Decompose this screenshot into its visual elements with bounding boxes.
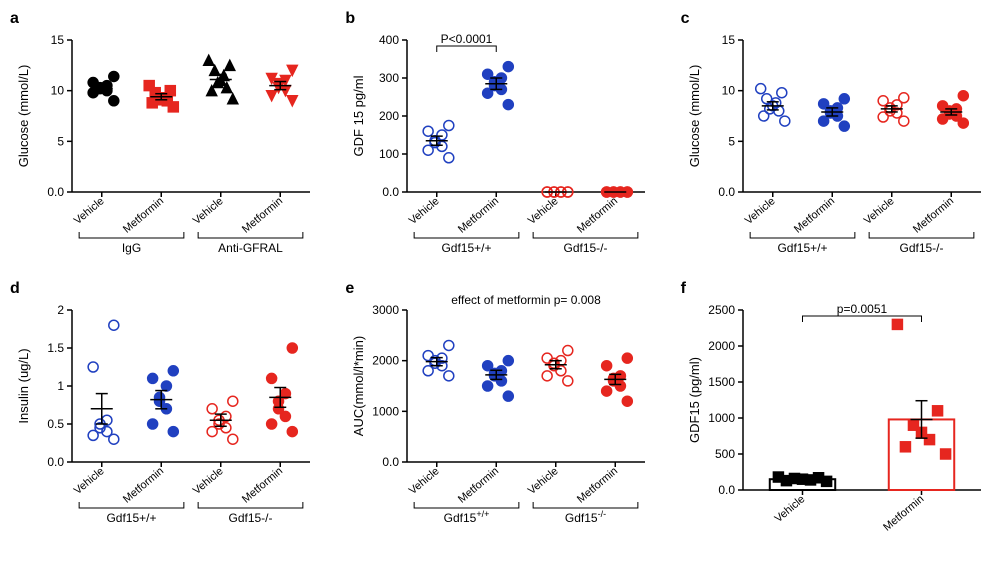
panel-f-svg: 0.0 500 1000 1500 2000 2500 GDF15 (pg/ml) Vehic… <box>681 280 991 540</box>
svg-text:Gdf15-/-: Gdf15-/- <box>564 241 608 255</box>
panel-b-label: b <box>345 10 355 28</box>
svg-text:Gdf15+/+: Gdf15+/+ <box>444 509 490 525</box>
svg-text:effect of metformin p= 0.008: effect of metformin p= 0.008 <box>452 293 602 307</box>
svg-text:Vehicle: Vehicle <box>72 465 107 497</box>
svg-text:0.0: 0.0 <box>47 185 64 199</box>
panel-b: b 0.0 100 200 300 400 GDF 15 pg/ml Vehicle Metf… <box>345 10 660 270</box>
svg-text:Metformin: Metformin <box>456 465 501 506</box>
svg-text:2000: 2000 <box>373 354 400 368</box>
panel-e-label: e <box>345 280 354 298</box>
panel-e-svg: 0.0 1000 2000 3000 AUC(mmol/l*min) Vehicle Met… <box>345 280 655 540</box>
svg-text:Metformin: Metformin <box>881 493 926 534</box>
svg-text:10: 10 <box>51 84 65 98</box>
svg-text:p=0.0051: p=0.0051 <box>836 302 887 316</box>
svg-text:400: 400 <box>379 33 399 47</box>
svg-text:500: 500 <box>715 447 735 461</box>
figure-grid: a 0.051015Glucose (mmol/L)VehicleMetform… <box>10 10 996 540</box>
svg-text:Vehicle: Vehicle <box>191 465 226 497</box>
svg-text:2000: 2000 <box>708 339 735 353</box>
svg-text:Gdf15+/+: Gdf15+/+ <box>442 241 492 255</box>
panel-d-label: d <box>10 280 20 298</box>
svg-text:1000: 1000 <box>373 404 400 418</box>
svg-text:Vehicle: Vehicle <box>742 195 777 227</box>
svg-text:0.0: 0.0 <box>383 455 400 469</box>
svg-text:Vehicle: Vehicle <box>72 195 107 227</box>
svg-text:0.5: 0.5 <box>47 417 64 431</box>
svg-text:Gdf15-/-: Gdf15-/- <box>565 509 606 525</box>
svg-text:0.0: 0.0 <box>718 185 735 199</box>
svg-text:Vehicle: Vehicle <box>407 465 442 497</box>
svg-text:GDF15 (pg/ml): GDF15 (pg/ml) <box>687 357 702 443</box>
panel-a: a 0.0 5 10 15 Glucose (mmol/L) Vehicle Metform… <box>10 10 325 270</box>
panel-c: c 0.0 5 10 15 Glucose (mmol/L) Vehicle Metform… <box>681 10 996 270</box>
svg-text:0.0: 0.0 <box>47 455 64 469</box>
svg-text:Metformin: Metformin <box>121 195 166 236</box>
panel-c-svg: 0.0 5 10 15 Glucose (mmol/L) Vehicle Metformin… <box>681 10 991 270</box>
svg-text:1.5: 1.5 <box>47 341 64 355</box>
panel-d-svg: 0.0 0.5 1 1.5 2 Insulin (ug/L) Vehicle Metformi… <box>10 280 320 540</box>
svg-text:Metformin: Metformin <box>575 465 620 506</box>
svg-text:Vehicle: Vehicle <box>526 465 561 497</box>
svg-text:Gdf15-/-: Gdf15-/- <box>899 241 943 255</box>
svg-text:15: 15 <box>51 33 65 47</box>
svg-text:Insulin (ug/L): Insulin (ug/L) <box>16 348 31 423</box>
svg-text:1000: 1000 <box>708 411 735 425</box>
panel-e: e 0.0 1000 2000 3000 AUC(mmol/l*min) Vehicle M… <box>345 280 660 540</box>
svg-text:Metformin: Metformin <box>456 195 501 236</box>
svg-text:Metformin: Metformin <box>240 465 285 506</box>
svg-text:Metformin: Metformin <box>575 195 620 236</box>
svg-text:IgG: IgG <box>122 241 141 255</box>
svg-text:200: 200 <box>379 109 399 123</box>
svg-text:Glucose (mmol/L): Glucose (mmol/L) <box>687 65 702 168</box>
svg-text:2: 2 <box>57 303 64 317</box>
svg-text:Vehicle: Vehicle <box>191 195 226 227</box>
svg-text:2500: 2500 <box>708 303 735 317</box>
svg-text:Glucose (mmol/L): Glucose (mmol/L) <box>16 65 31 168</box>
svg-text:100: 100 <box>379 147 399 161</box>
svg-text:5: 5 <box>57 134 64 148</box>
svg-text:Vehicle: Vehicle <box>772 493 807 525</box>
svg-text:1500: 1500 <box>708 375 735 389</box>
svg-text:0.0: 0.0 <box>383 185 400 199</box>
panel-a-svg: 0.0 5 10 15 Glucose (mmol/L) Vehicle Metformin… <box>10 10 320 270</box>
svg-text:Vehicle: Vehicle <box>407 195 442 227</box>
svg-text:3000: 3000 <box>373 303 400 317</box>
svg-text:Metformin: Metformin <box>240 195 285 236</box>
panel-b-svg: 0.0 100 200 300 400 GDF 15 pg/ml Vehicle Metfor… <box>345 10 655 270</box>
svg-text:Gdf15-/-: Gdf15-/- <box>228 511 272 525</box>
svg-text:Vehicle: Vehicle <box>526 195 561 227</box>
panel-f-label: f <box>681 280 686 298</box>
panel-f: f 0.0 500 1000 1500 2000 2500 GDF15 (pg/ml) Veh… <box>681 280 996 540</box>
svg-text:Vehicle: Vehicle <box>861 195 896 227</box>
svg-text:Metformin: Metformin <box>792 195 837 236</box>
svg-text:GDF 15 pg/ml: GDF 15 pg/ml <box>351 75 366 156</box>
panel-d: d 0.0 0.5 1 1.5 2 Insulin (ug/L) Vehicle Metfor… <box>10 280 325 540</box>
svg-text:Anti-GFRAL: Anti-GFRAL <box>218 241 283 255</box>
svg-text:AUC(mmol/l*min): AUC(mmol/l*min) <box>351 336 366 436</box>
svg-text:Gdf15+/+: Gdf15+/+ <box>106 511 156 525</box>
panel-a-label: a <box>10 10 19 28</box>
svg-text:5: 5 <box>728 134 735 148</box>
svg-text:1: 1 <box>57 379 64 393</box>
svg-text:300: 300 <box>379 71 399 85</box>
svg-text:Metformin: Metformin <box>121 465 166 506</box>
svg-text:15: 15 <box>721 33 735 47</box>
svg-text:10: 10 <box>721 84 735 98</box>
svg-text:Metformin: Metformin <box>911 195 956 236</box>
svg-text:Gdf15+/+: Gdf15+/+ <box>777 241 827 255</box>
svg-text:P<0.0001: P<0.0001 <box>441 32 493 46</box>
svg-text:0.0: 0.0 <box>718 483 735 497</box>
panel-c-label: c <box>681 10 690 28</box>
